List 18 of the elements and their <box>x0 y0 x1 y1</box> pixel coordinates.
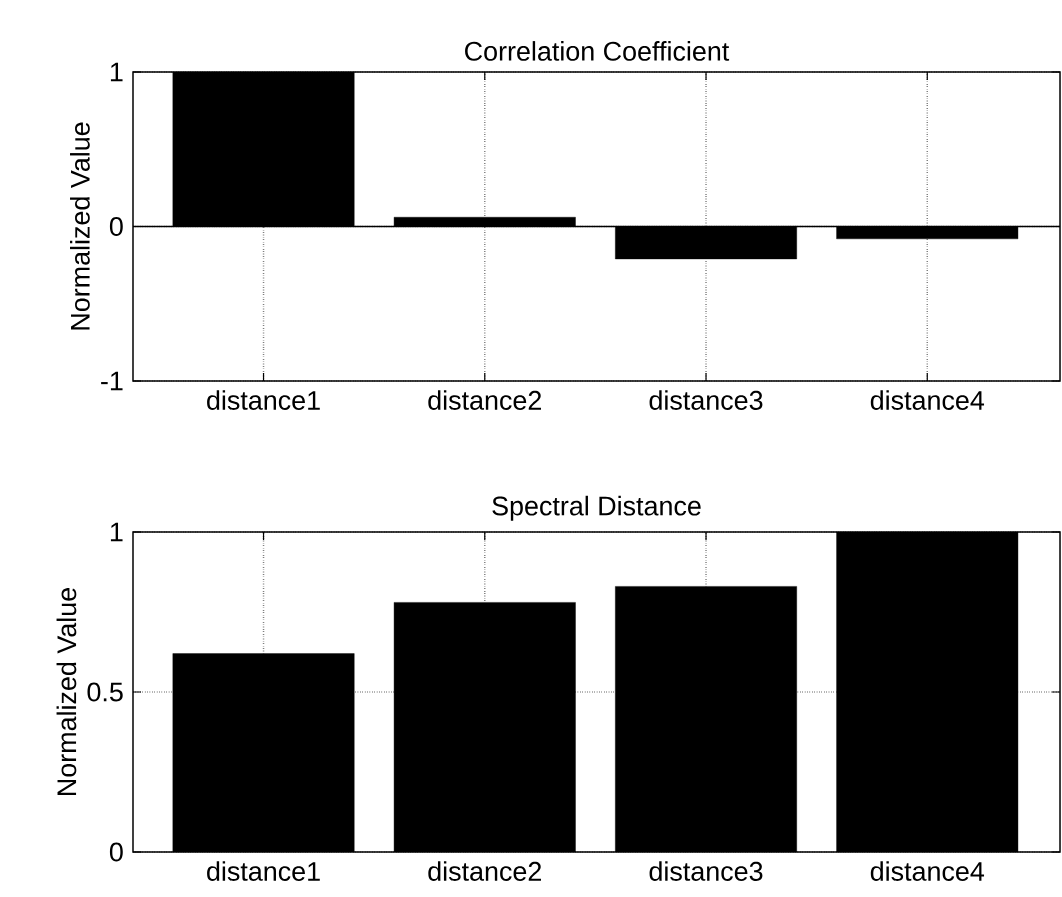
y-tick-label: 0 <box>109 842 123 862</box>
x-tick-label: distance1 <box>207 390 320 410</box>
chart-title: Correlation Coefficient <box>465 41 730 61</box>
x-tick-label: distance4 <box>870 861 985 881</box>
x-tick-label: distance2 <box>428 861 541 881</box>
x-tick-label: distance1 <box>207 861 320 881</box>
y-tick-label: 0.5 <box>87 682 123 702</box>
x-tick-label: distance4 <box>870 390 985 410</box>
x-tick-label: distance3 <box>649 861 763 881</box>
x-tick-label: distance2 <box>428 390 541 410</box>
y-tick-label: 1 <box>110 522 123 542</box>
x-tick-label: distance3 <box>649 390 763 410</box>
y-tick-label: 1 <box>110 62 123 82</box>
y-axis-title: Normalized Value <box>56 588 77 795</box>
chart-title: Spectral Distance <box>492 495 701 521</box>
y-tick-label: -1 <box>101 371 123 391</box>
y-axis-title: Normalized Value <box>70 122 90 330</box>
y-tick-label: 0 <box>109 216 123 237</box>
